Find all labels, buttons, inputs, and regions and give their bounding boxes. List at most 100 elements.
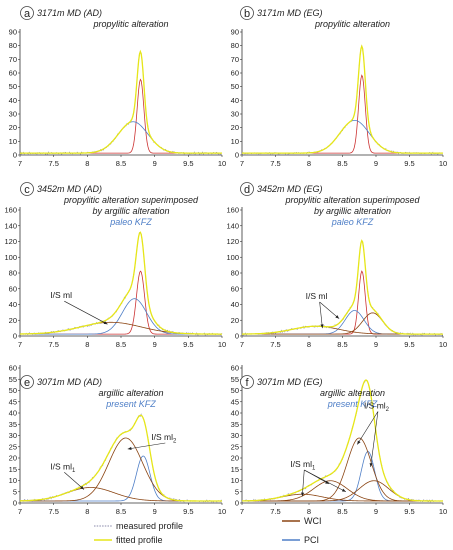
is-ml-label: I/S ml1 <box>50 461 76 474</box>
annotation-arrow <box>302 469 305 497</box>
chart-panel-b: 0 10 20 30 40 50 60 70 80 90 7 7.5 8 8.5 9 9.5 10 b 3171m … <box>231 6 447 168</box>
y-tick-label: 80 <box>9 269 17 278</box>
measured-profile-curve <box>241 239 444 336</box>
panel-title-line: by argillic alteration <box>92 206 169 216</box>
x-tick-label: 9 <box>153 340 157 349</box>
y-tick-label: 60 <box>9 284 17 293</box>
annotation-arrowhead <box>301 492 305 497</box>
x-tick-label: 8.5 <box>116 159 126 168</box>
x-tick-label: 8 <box>85 340 89 349</box>
annotation-arrowhead <box>127 446 132 450</box>
x-tick-label: 8 <box>307 159 311 168</box>
y-tick-label: 10 <box>9 137 17 146</box>
y-tick-label: 60 <box>9 364 17 373</box>
y-tick-label: 60 <box>231 364 239 373</box>
annotation-arrow <box>370 411 379 468</box>
y-tick-label: 140 <box>226 221 239 230</box>
legend: measured profile fitted profile WCI PCI <box>94 516 322 545</box>
y-tick-label: 30 <box>9 431 17 440</box>
annotation-arrowhead <box>80 485 84 490</box>
is-ml-label: I/S ml <box>50 290 72 300</box>
y-tick-label: 60 <box>231 69 239 78</box>
y-tick-label: 30 <box>9 110 17 119</box>
y-tick-label: 60 <box>231 284 239 293</box>
y-tick-label: 50 <box>231 386 239 395</box>
y-tick-label: 10 <box>9 476 17 485</box>
fitted-profile-curve <box>241 379 443 502</box>
y-tick-label: 80 <box>231 41 239 50</box>
component-curve-1 <box>242 270 443 335</box>
is-ml-subscript: 2 <box>386 407 390 413</box>
y-tick-label: 40 <box>231 409 239 418</box>
x-tick-label: 8.5 <box>116 507 126 516</box>
component-curve-1 <box>242 74 443 154</box>
y-tick-label: 160 <box>226 206 239 215</box>
y-tick-label: 120 <box>226 237 239 246</box>
x-tick-label: 9.5 <box>404 507 414 516</box>
y-tick-label: 5 <box>235 487 239 496</box>
measured-profile-curve <box>241 45 444 155</box>
y-tick-label: 35 <box>231 420 239 429</box>
x-tick-label: 7.5 <box>48 340 58 349</box>
y-tick-label: 120 <box>4 237 17 246</box>
panel-title-line: by argillic alteration <box>314 206 391 216</box>
chart-panel-d: 0 20 40 60 80 100 120 140 160 7 7.5 8 8.5 9 9.5 10 d 3452… <box>226 182 447 349</box>
y-tick-label: 15 <box>9 465 17 474</box>
panel-letter: e <box>24 377 30 389</box>
y-tick-label: 45 <box>9 397 17 406</box>
y-tick-label: 60 <box>9 69 17 78</box>
panel-letter: f <box>245 377 249 389</box>
panel-title-line: propylitic alteration <box>92 19 168 29</box>
panel-title-line: argillic alteration <box>98 388 163 398</box>
panel-title-line: 3452m MD (EG) <box>257 184 323 194</box>
y-tick-label: 90 <box>9 28 17 37</box>
fitted-profile-curve <box>19 231 223 335</box>
x-tick-label: 7.5 <box>48 507 58 516</box>
x-tick-label: 8.5 <box>337 507 347 516</box>
is-ml-subscript: 1 <box>312 466 316 472</box>
x-tick-label: 7.5 <box>270 507 280 516</box>
y-tick-label: 80 <box>9 41 17 50</box>
panel-letter-circle <box>20 375 34 389</box>
kfz-label: present KFZ <box>327 399 378 409</box>
panel-letter: d <box>244 184 250 196</box>
x-tick-label: 9 <box>153 159 157 168</box>
x-tick-label: 7 <box>18 340 22 349</box>
x-tick-label: 8.5 <box>116 340 126 349</box>
fitted-profile-curve <box>242 239 443 335</box>
x-tick-label: 7 <box>240 507 244 516</box>
y-tick-label: 100 <box>226 253 239 262</box>
y-tick-label: 140 <box>4 221 17 230</box>
measured-profile-curve <box>19 231 223 336</box>
x-tick-label: 10 <box>218 159 226 168</box>
annotation-arrow <box>304 469 346 493</box>
is-ml-subscript: 2 <box>173 439 177 445</box>
is-ml-label: I/S ml2 <box>364 401 390 414</box>
chart-panel-c: 0 20 40 60 80 100 120 140 160 7 7.5 8 8.5 9 9.5 10 c 3452… <box>4 182 226 349</box>
panel-letter: a <box>24 8 31 20</box>
y-tick-label: 25 <box>231 442 239 451</box>
is-ml-label: I/S ml2 <box>151 432 177 445</box>
y-tick-label: 20 <box>231 454 239 463</box>
is-ml-label: I/S ml <box>306 291 328 301</box>
pci-label: PCI <box>304 535 319 545</box>
annotation-arrowhead <box>103 321 108 325</box>
x-tick-label: 8 <box>307 507 311 516</box>
y-tick-label: 50 <box>231 82 239 91</box>
y-tick-label: 20 <box>231 316 239 325</box>
y-tick-label: 40 <box>231 300 239 309</box>
x-tick-label: 10 <box>218 507 226 516</box>
y-tick-label: 25 <box>9 442 17 451</box>
panel-letter-circle <box>20 182 34 196</box>
panel-letter-circle <box>240 182 254 196</box>
annotation-arrowhead <box>325 480 330 484</box>
x-tick-label: 9 <box>153 507 157 516</box>
annotation-arrow <box>356 411 379 445</box>
annotation-arrow <box>127 442 166 450</box>
y-tick-label: 0 <box>13 332 17 341</box>
x-tick-label: 9 <box>374 340 378 349</box>
component-curve-2 <box>242 310 443 335</box>
x-tick-label: 8 <box>85 159 89 168</box>
component-curve-2 <box>20 121 222 154</box>
